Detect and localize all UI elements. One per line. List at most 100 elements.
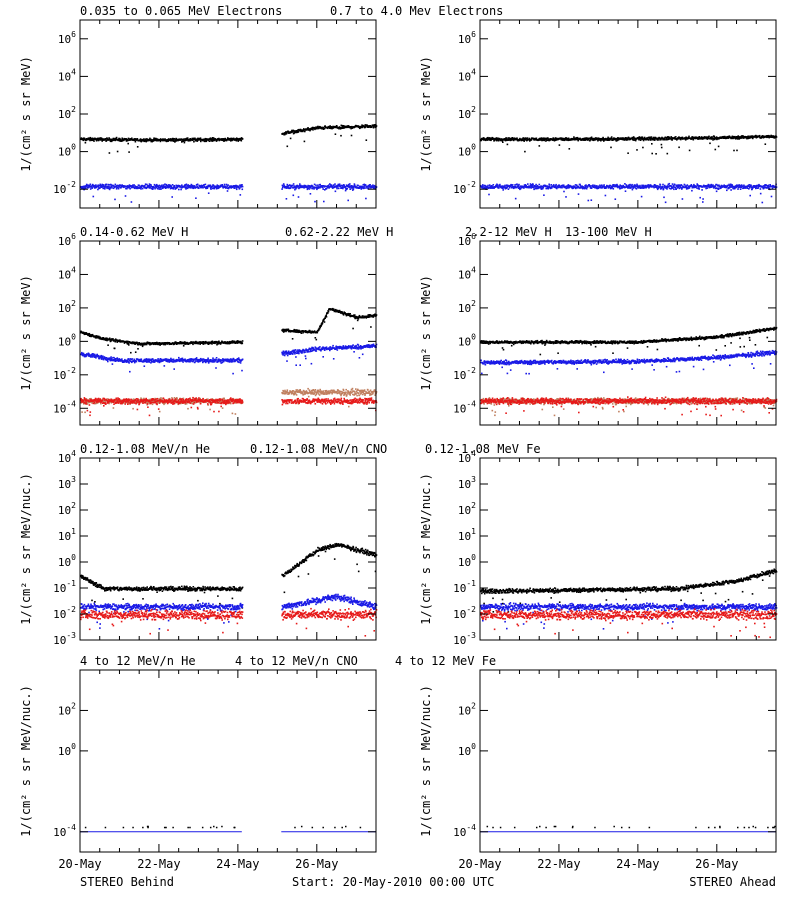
data-point — [364, 184, 367, 186]
data-point — [482, 184, 484, 186]
data-point — [292, 353, 294, 355]
data-point — [111, 187, 113, 189]
y-tick-label: 10-2 — [53, 180, 76, 196]
data-point — [740, 185, 742, 187]
data-point — [638, 187, 641, 189]
data-point — [241, 358, 244, 361]
data-point — [733, 149, 735, 152]
data-point — [128, 185, 130, 188]
data-point — [761, 201, 764, 204]
data-point — [194, 137, 196, 140]
data-point — [562, 185, 565, 187]
data-point — [498, 187, 500, 189]
data-point — [716, 185, 719, 187]
data-point — [738, 138, 741, 140]
data-point — [758, 134, 761, 137]
data-point — [609, 184, 612, 187]
data-point — [668, 182, 671, 185]
data-point — [663, 186, 666, 189]
data-point — [338, 127, 340, 130]
data-point — [164, 183, 166, 185]
data-point — [230, 187, 233, 189]
data-point — [196, 183, 199, 186]
data-point — [648, 187, 650, 189]
data-point — [590, 136, 593, 139]
data-point — [294, 188, 296, 191]
data-point — [585, 187, 588, 190]
data-point — [564, 138, 567, 140]
data-point — [718, 138, 720, 140]
data-point — [654, 139, 656, 141]
data-point — [748, 184, 750, 186]
data-point — [585, 138, 588, 141]
data-point — [319, 187, 321, 189]
data-point — [658, 186, 661, 188]
data-point — [199, 137, 202, 139]
data-point — [341, 126, 343, 129]
data-point — [235, 184, 237, 187]
data-point — [107, 186, 109, 189]
data-point — [319, 183, 321, 186]
data-point — [342, 125, 345, 127]
data-point — [296, 129, 299, 132]
data-point — [99, 336, 101, 339]
data-point — [542, 139, 545, 141]
data-point — [765, 184, 768, 187]
data-point — [616, 183, 618, 186]
data-point — [623, 185, 625, 188]
data-point — [370, 185, 373, 187]
data-point — [362, 186, 364, 188]
data-point — [649, 136, 652, 139]
data-point — [336, 349, 339, 351]
data-point — [339, 128, 342, 130]
data-point — [520, 187, 522, 190]
data-point — [107, 185, 109, 188]
data-point — [283, 185, 286, 188]
data-point — [100, 185, 103, 188]
data-point — [315, 126, 317, 128]
data-point — [136, 146, 139, 148]
data-point — [481, 187, 483, 189]
data-point — [202, 139, 204, 142]
data-point — [232, 137, 235, 140]
data-point — [165, 139, 168, 141]
data-point — [647, 184, 650, 186]
data-point — [195, 186, 197, 189]
data-point — [596, 137, 599, 140]
data-point — [314, 128, 316, 131]
data-point — [321, 186, 324, 189]
data-point — [542, 186, 545, 189]
data-point — [516, 137, 518, 139]
data-point — [492, 137, 495, 140]
data-point — [579, 185, 582, 187]
data-point — [517, 187, 520, 189]
data-point — [717, 188, 720, 190]
data-point — [303, 185, 305, 188]
data-point — [88, 332, 91, 335]
data-point — [81, 187, 84, 189]
data-point — [366, 187, 368, 189]
data-point — [281, 188, 283, 190]
data-point — [509, 139, 512, 142]
data-point — [697, 185, 700, 187]
data-point — [675, 188, 677, 190]
data-point — [599, 185, 602, 187]
data-point — [538, 183, 541, 186]
data-point — [497, 137, 499, 139]
data-point — [576, 187, 579, 189]
data-point — [119, 184, 122, 186]
data-point — [328, 187, 330, 189]
data-point — [366, 125, 369, 127]
data-point — [739, 184, 741, 187]
data-point — [535, 185, 538, 188]
data-point — [133, 139, 136, 141]
data-point — [525, 139, 527, 141]
data-point — [146, 183, 148, 186]
data-point — [235, 139, 237, 141]
data-point — [297, 185, 299, 187]
data-point — [661, 185, 664, 188]
data-point — [572, 187, 574, 189]
data-point — [239, 362, 242, 364]
data-point — [94, 185, 97, 188]
data-point — [369, 125, 371, 127]
